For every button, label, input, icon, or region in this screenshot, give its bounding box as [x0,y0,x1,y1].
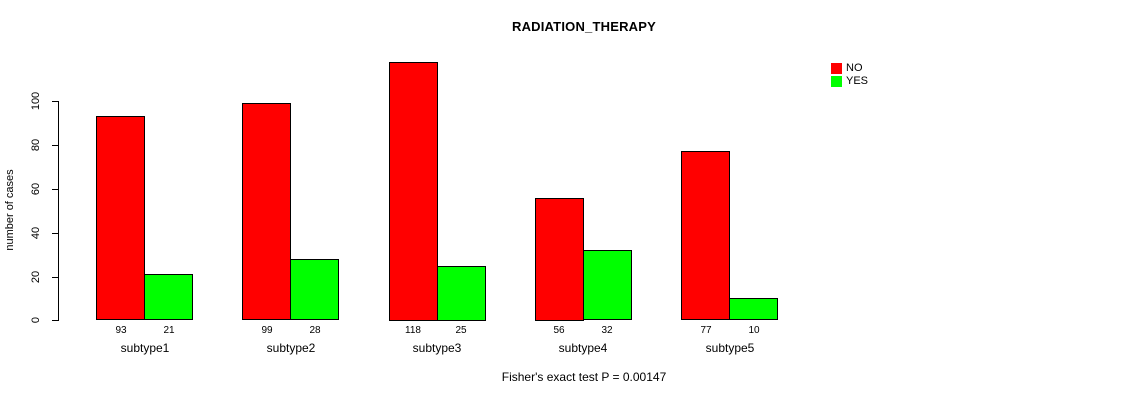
bar-value-label: 10 [748,325,760,336]
legend-label: NO [846,62,863,74]
y-tick [52,145,58,146]
chart-title: RADIATION_THERAPY [511,19,656,34]
bar-value-label: 28 [309,325,321,336]
y-axis-title: number of cases [4,169,16,251]
category-label: subtype2 [266,341,316,355]
annotation: Fisher's exact test P = 0.00147 [501,370,667,384]
y-tick [52,189,58,190]
bar-no-subtype5 [681,151,730,320]
y-tick [52,277,58,278]
bar-yes-subtype2 [290,259,339,320]
bar-value-label: 32 [601,325,613,336]
legend-label: YES [846,75,869,87]
y-tick [52,101,58,102]
legend: NO YES [831,62,868,88]
y-axis-line [58,101,59,321]
category-label: subtype5 [705,341,755,355]
bar-no-subtype4 [535,198,584,321]
bar-yes-subtype5 [729,298,778,320]
bar-value-label: 56 [553,325,565,336]
category-label: subtype4 [558,341,608,355]
bar-yes-subtype3 [437,266,486,321]
bar-value-label: 21 [163,325,175,336]
bar-yes-subtype4 [583,250,632,320]
y-tick [52,320,58,321]
bar-value-label: 118 [405,325,421,336]
legend-swatch-yes [831,76,842,87]
y-tick-label: 20 [30,270,42,284]
bar-value-label: 93 [115,325,127,336]
legend-item-no: NO [831,62,868,75]
bar-value-label: 99 [261,325,273,336]
bar-value-label: 25 [455,325,467,336]
y-tick-label: 100 [30,91,42,111]
y-tick-label: 40 [30,226,42,240]
bar-yes-subtype1 [144,274,193,320]
legend-swatch-no [831,63,842,74]
y-tick [52,233,58,234]
bar-no-subtype3 [389,62,438,321]
bar-value-label: 77 [700,325,712,336]
bar-no-subtype2 [242,103,291,320]
y-tick-label: 60 [30,182,42,196]
y-tick-label: 0 [30,316,42,324]
category-label: subtype3 [412,341,462,355]
y-tick-label: 80 [30,138,42,152]
bar-no-subtype1 [96,116,145,320]
legend-item-yes: YES [831,75,868,88]
category-label: subtype1 [120,341,170,355]
